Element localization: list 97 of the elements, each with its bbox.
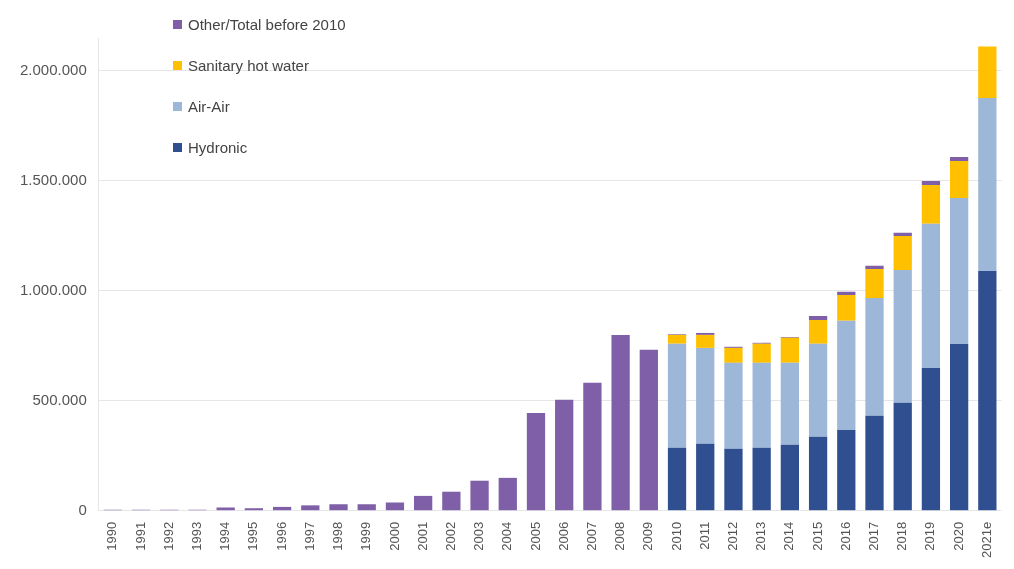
bar (921, 180, 941, 185)
bar (470, 480, 489, 511)
bar (498, 477, 517, 511)
bar (442, 491, 461, 511)
bar (978, 98, 997, 271)
bar (808, 343, 828, 437)
x-tick-label: 2019 (922, 521, 938, 551)
bar (837, 291, 856, 295)
bar (949, 160, 969, 198)
bar (526, 412, 546, 511)
bar (301, 505, 320, 511)
x-tick-label: 2012 (725, 521, 741, 551)
bar (949, 343, 969, 511)
x-tick-label: 2006 (555, 521, 571, 551)
x-tick-label: 1995 (245, 521, 261, 551)
legend-label: Other/Total before 2010 (188, 16, 346, 33)
x-tick-label: 1996 (273, 521, 289, 551)
bar (921, 223, 941, 368)
x-tick-label: 2018 (894, 521, 910, 551)
bar (808, 319, 828, 344)
y-tick-label: 500.000 (32, 391, 87, 409)
y-tick-label: 1.500.000 (20, 171, 87, 189)
bar (780, 444, 800, 511)
x-tick-label: 2021e (978, 521, 994, 559)
bar (865, 265, 884, 269)
x-tick-label: 2009 (640, 521, 656, 551)
bar (752, 362, 771, 448)
y-tick-label: 2.000.000 (20, 61, 87, 79)
x-tick-label: 1994 (217, 521, 233, 551)
bar (837, 429, 856, 511)
bar (611, 334, 630, 511)
x-tick-label: 2010 (668, 521, 684, 551)
bar (837, 294, 856, 321)
x-tick-label: 1999 (358, 521, 374, 551)
bar (921, 184, 941, 224)
bar (752, 343, 771, 363)
bar (696, 334, 715, 348)
x-tick-label: 2001 (414, 521, 430, 551)
x-tick-label: 2008 (612, 521, 628, 551)
x-tick-label: 1997 (301, 521, 317, 551)
bar (555, 399, 574, 511)
x-tick-label: 2007 (583, 521, 599, 551)
bar (921, 367, 941, 511)
bar (244, 508, 264, 511)
bar (583, 382, 602, 511)
bar (724, 347, 743, 363)
bar (329, 504, 348, 511)
bar (667, 343, 687, 448)
bar (978, 270, 997, 511)
bar (780, 337, 800, 363)
bar (865, 268, 884, 298)
bar (724, 448, 743, 511)
x-tick-label: 2002 (442, 521, 458, 551)
x-tick-label: 2017 (866, 521, 882, 551)
bar (696, 347, 715, 444)
bar (385, 502, 405, 511)
x-tick-label: 1998 (330, 521, 346, 551)
bar (949, 197, 969, 344)
y-tick-label: 1.000.000 (20, 281, 87, 299)
x-tick-label: 1991 (132, 521, 148, 551)
bar (893, 270, 912, 403)
x-tick-label: 2020 (950, 521, 966, 551)
x-tick-label: 2013 (753, 521, 769, 551)
bar (667, 447, 687, 511)
x-tick-label: 2005 (527, 521, 543, 551)
bar (357, 504, 376, 511)
bar (808, 436, 828, 511)
bar (639, 349, 658, 511)
legend-label: Sanitary hot water (188, 57, 309, 74)
bar (752, 447, 771, 511)
bar (780, 362, 800, 445)
x-tick-label: 2004 (499, 521, 515, 551)
bar (667, 334, 687, 344)
bar (893, 402, 912, 511)
legend-label: Air-Air (188, 98, 230, 115)
bar (696, 443, 715, 511)
bar (837, 320, 856, 430)
x-tick-label: 2003 (471, 521, 487, 551)
bar (949, 156, 969, 161)
bar (978, 46, 997, 99)
bar (893, 232, 912, 236)
x-tick-label: 2014 (781, 521, 797, 551)
x-tick-label: 2011 (696, 521, 712, 550)
x-tick-label: 2016 (837, 521, 853, 551)
x-tick-label: 2015 (809, 521, 825, 551)
bar (724, 362, 743, 449)
x-tick-label: 1990 (104, 521, 120, 551)
bar (865, 415, 884, 511)
y-tick-label: 0 (78, 500, 87, 518)
bar (808, 315, 828, 320)
bar (865, 297, 884, 416)
legend-label: Hydronic (188, 139, 248, 156)
x-tick-label: 2000 (386, 521, 402, 551)
bar (893, 235, 912, 271)
x-tick-label: 1992 (160, 521, 176, 551)
x-tick-label: 1993 (189, 521, 205, 551)
bar (414, 495, 433, 511)
